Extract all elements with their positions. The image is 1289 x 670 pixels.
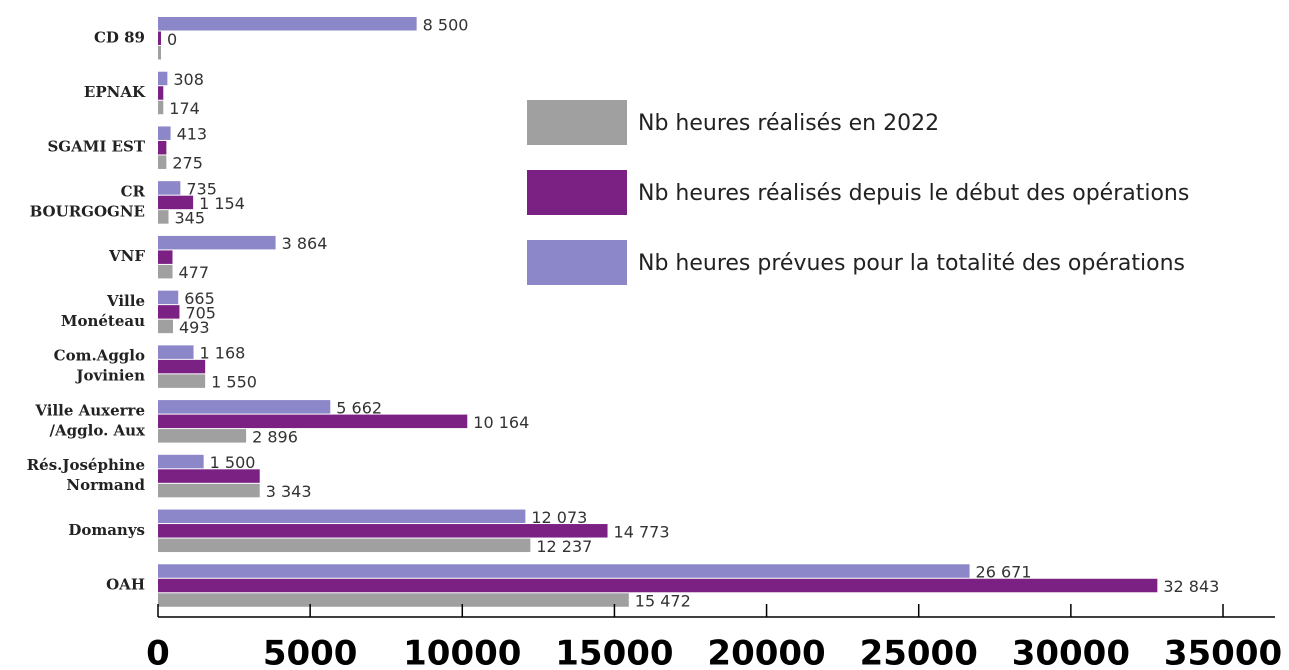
value-label: 8 500 xyxy=(423,15,469,34)
value-label: 15 472 xyxy=(635,592,691,611)
legend-swatch xyxy=(527,100,627,145)
x-tick-label: 35000 xyxy=(1164,634,1282,670)
value-label: 1 550 xyxy=(211,373,257,392)
bar xyxy=(158,71,168,86)
value-label: 477 xyxy=(179,263,210,282)
legend-label: Nb heures réalisés en 2022 xyxy=(638,111,939,136)
value-label: 275 xyxy=(172,154,203,173)
category-label: CR xyxy=(121,182,146,200)
bar xyxy=(158,578,1158,593)
value-label: 32 843 xyxy=(1163,577,1219,596)
value-label: 665 xyxy=(184,289,215,308)
value-label: 705 xyxy=(185,303,216,322)
value-label: 174 xyxy=(169,99,200,118)
value-label: 12 073 xyxy=(531,508,587,527)
category-label: Ville Auxerre xyxy=(34,401,145,419)
bar xyxy=(158,181,181,195)
bar xyxy=(158,524,608,538)
bar xyxy=(158,564,970,578)
value-label: 12 237 xyxy=(536,537,592,556)
category-label: Ville xyxy=(106,292,145,310)
category-label: Domanys xyxy=(68,521,145,539)
bar xyxy=(158,509,526,524)
legend-swatch xyxy=(527,170,627,215)
value-label: 26 671 xyxy=(976,563,1032,582)
legend-label: Nb heures réalisés depuis le début des o… xyxy=(638,181,1189,206)
category-label: SGAMI EST xyxy=(47,138,145,156)
value-label: 10 164 xyxy=(473,413,529,432)
bar xyxy=(158,31,161,45)
bar xyxy=(158,126,171,140)
bar xyxy=(158,319,174,334)
value-label: 413 xyxy=(177,125,208,144)
legend-label: Nb heures prévues pour la totalité des o… xyxy=(638,251,1185,276)
bar xyxy=(158,469,260,483)
bar xyxy=(158,290,179,305)
bar xyxy=(158,305,180,319)
category-label: Rés.Joséphine xyxy=(27,456,145,474)
x-tick-label: 5000 xyxy=(263,634,358,670)
value-label: 3 864 xyxy=(282,234,328,253)
value-label: 1 500 xyxy=(210,453,256,472)
bar xyxy=(158,414,468,429)
bar xyxy=(158,264,173,279)
bar xyxy=(158,46,161,60)
bar xyxy=(158,400,331,414)
bar xyxy=(158,195,194,210)
category-label: Normand xyxy=(66,476,145,494)
bar xyxy=(158,345,194,359)
bar xyxy=(158,429,247,443)
bar xyxy=(158,140,167,155)
value-label: 5 662 xyxy=(336,398,382,417)
category-label: CD 89 xyxy=(94,28,145,46)
value-label: 0 xyxy=(167,30,177,49)
value-label: 1 154 xyxy=(199,194,245,213)
category-label: /Agglo. Aux xyxy=(50,421,147,439)
category-label: Com.Agglo xyxy=(54,347,145,365)
x-tick-label: 30000 xyxy=(1012,634,1130,670)
bar xyxy=(158,359,206,374)
value-label: 735 xyxy=(186,179,217,198)
bar xyxy=(158,250,173,264)
bar xyxy=(158,483,260,498)
bar xyxy=(158,86,164,100)
category-label: Monéteau xyxy=(61,312,145,330)
bar xyxy=(158,210,169,224)
bar xyxy=(158,593,629,607)
category-label: VNF xyxy=(108,247,145,265)
bar xyxy=(158,155,167,169)
bar xyxy=(158,374,206,388)
x-tick-label: 10000 xyxy=(403,634,521,670)
x-tick-label: 15000 xyxy=(555,634,673,670)
x-tick-label: 25000 xyxy=(860,634,978,670)
x-tick-label: 0 xyxy=(146,634,170,670)
bar xyxy=(158,454,204,469)
value-label: 345 xyxy=(174,208,205,227)
value-label: 3 343 xyxy=(266,482,312,501)
category-label: OAH xyxy=(106,576,145,594)
value-label: 493 xyxy=(179,318,210,337)
category-label: Jovinien xyxy=(74,367,145,385)
value-label: 14 773 xyxy=(614,522,670,541)
bar xyxy=(158,538,531,553)
bar xyxy=(158,100,164,115)
value-label: 308 xyxy=(173,70,204,89)
legend-swatch xyxy=(527,240,627,285)
x-tick-label: 20000 xyxy=(707,634,825,670)
value-label: 1 168 xyxy=(200,344,246,363)
category-label: BOURGOGNE xyxy=(30,202,145,220)
bar xyxy=(158,17,417,31)
category-label: EPNAK xyxy=(84,83,146,101)
value-label: 2 896 xyxy=(252,427,298,446)
bar xyxy=(158,235,276,250)
